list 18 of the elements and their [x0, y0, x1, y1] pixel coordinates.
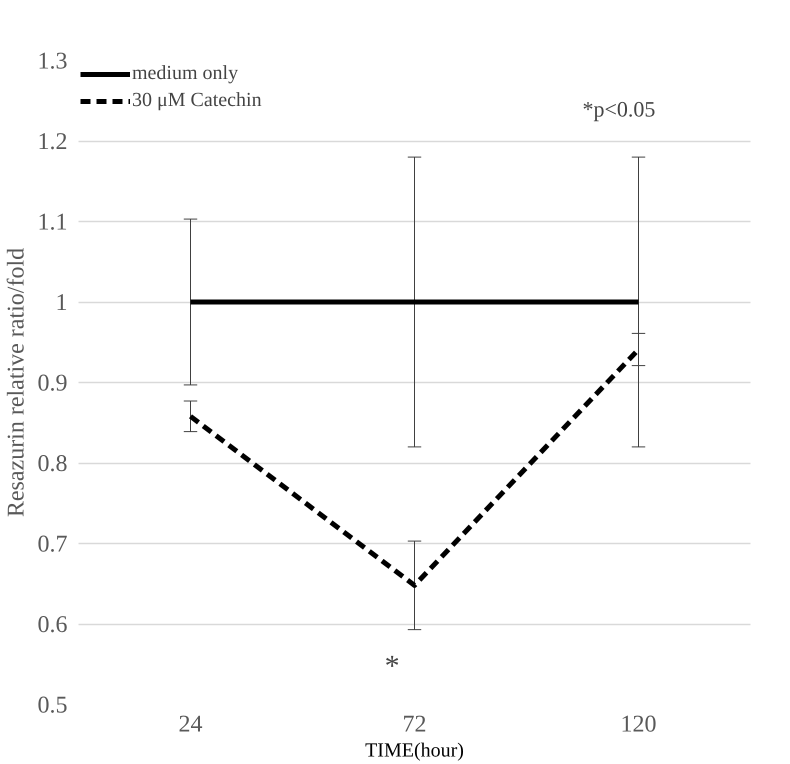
x-tick-label: 72	[402, 712, 426, 738]
y-tick-label: 0.8	[38, 451, 68, 477]
x-axis-title: TIME(hour)	[365, 740, 464, 762]
y-tick-label: 1.3	[38, 48, 68, 74]
x-tick-label: 120	[620, 712, 656, 738]
y-tick-label: 1.2	[38, 129, 68, 155]
legend-label: medium only	[132, 62, 238, 85]
legend-label: 30 μM Catechin	[132, 89, 262, 112]
y-tick-label: 0.7	[38, 532, 68, 558]
y-axis-title: Resazurin relative ratio/fold	[4, 248, 30, 518]
y-tick-label: 1.1	[38, 210, 68, 236]
y-tick-label: 0.5	[38, 692, 68, 718]
annotation: *p<0.05	[582, 96, 656, 122]
y-tick-label: 0.6	[38, 612, 68, 638]
x-tick-label: 24	[178, 712, 202, 738]
y-tick-label: 0.9	[38, 370, 68, 396]
y-tick-label: 1	[56, 290, 68, 316]
annotation: *	[384, 649, 400, 682]
